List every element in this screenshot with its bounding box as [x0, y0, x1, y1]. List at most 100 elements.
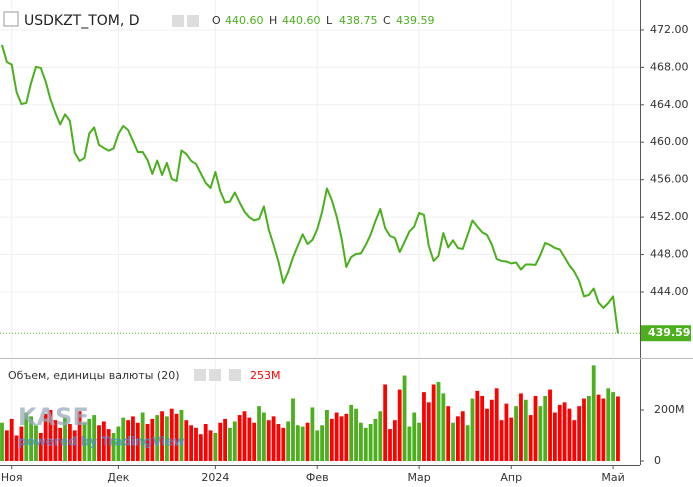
volume-bar: [121, 417, 126, 461]
volume-bar: [543, 395, 548, 461]
volume-bar: [334, 412, 339, 461]
volume-bar: [470, 398, 475, 461]
y-tick-label: 460.00: [650, 135, 689, 148]
volume-bar: [48, 409, 53, 461]
volume-bar: [218, 422, 223, 461]
volume-bar: [329, 418, 334, 461]
volume-bar: [266, 420, 271, 461]
volume-bar: [586, 395, 591, 461]
volume-bar: [523, 399, 528, 461]
volume-bar: [305, 422, 310, 461]
volume-bar: [14, 435, 19, 461]
volume-bar: [68, 424, 72, 461]
volume-bar: [169, 408, 174, 461]
volume-bar: [262, 412, 266, 461]
volume-bar: [223, 418, 227, 461]
volume-bar: [378, 411, 383, 461]
x-tick-label: Май: [601, 471, 624, 484]
volume-bar: [557, 404, 562, 461]
volume-bar: [349, 404, 354, 461]
volume-bar: [29, 416, 33, 461]
volume-bar: [611, 392, 615, 461]
volume-bar: [606, 388, 611, 461]
volume-bar: [489, 399, 494, 461]
volume-bar: [291, 398, 295, 461]
volume-bar: [591, 365, 596, 461]
volume-bar: [354, 408, 358, 461]
volume-bar: [131, 416, 135, 461]
x-tick-label: Апр: [500, 471, 522, 484]
volume-bar: [281, 427, 286, 461]
volume-bar: [208, 430, 213, 461]
eye-icon[interactable]: [194, 369, 206, 381]
x-tick-label: 2024: [201, 471, 229, 484]
volume-bar: [242, 411, 247, 461]
volume-bar: [300, 426, 305, 461]
ohlc-value: 438.75: [339, 14, 378, 27]
volume-bar: [174, 413, 179, 461]
header: USDKZT_TOM, D: [3, 11, 199, 29]
settings-icon[interactable]: [209, 369, 221, 381]
volume-bar: [431, 384, 436, 461]
watermark: KASE powered by TradingView: [18, 403, 185, 449]
volume-bar: [53, 420, 58, 461]
volume-bar: [160, 411, 164, 461]
close-icon[interactable]: [229, 369, 241, 381]
marks: [0, 44, 691, 461]
volume-bar: [392, 420, 397, 461]
volume-bar: [402, 375, 407, 461]
settings-icon[interactable]: [187, 15, 199, 27]
x-tick-label: Ноя: [1, 471, 23, 484]
volume-bar: [368, 424, 373, 461]
y-tick-label: 0: [654, 454, 661, 467]
volume-bar: [198, 434, 203, 461]
y-tick-label: 452.00: [650, 210, 689, 223]
volume-bar: [485, 408, 489, 461]
volume-bar: [9, 418, 14, 461]
volume-bar: [441, 393, 446, 461]
volume-bar: [24, 412, 29, 461]
volume-bar: [504, 403, 509, 461]
volume-bar: [436, 381, 441, 461]
volume-bar: [4, 430, 9, 461]
volume-bar: [562, 402, 567, 461]
symbol-icon[interactable]: [3, 11, 19, 27]
symbol-title: USDKZT_TOM, D: [24, 13, 140, 29]
price-line: [1, 44, 619, 334]
volume-bar: [184, 420, 189, 461]
volume-bar: [34, 425, 38, 461]
volume-value: 253M: [250, 369, 281, 382]
volume-bar: [412, 412, 417, 461]
watermark-text: powered by TradingView: [18, 435, 185, 449]
volume-bar: [567, 408, 572, 461]
volume-bar: [480, 395, 485, 461]
volume-bar: [446, 406, 451, 461]
y-tick-label: 472.00: [650, 23, 689, 36]
eye-icon[interactable]: [172, 15, 184, 27]
volume-bar: [426, 402, 431, 461]
x-tick-label: Мар: [407, 471, 430, 484]
volume-bar: [101, 421, 106, 461]
volume-bar: [0, 422, 4, 461]
volume-bar: [596, 394, 601, 461]
volume-bar: [126, 420, 130, 461]
volume-bar: [106, 429, 111, 461]
y-tick-label: 468.00: [650, 60, 689, 73]
volume-bar: [388, 429, 392, 461]
volume-bar: [465, 425, 470, 461]
volume-bar: [77, 411, 82, 461]
volume-bar: [514, 406, 518, 461]
y-tick-label: 448.00: [650, 248, 689, 261]
volume-bar: [38, 432, 43, 461]
volume-bar: [295, 425, 300, 461]
watermark-logo: KASE: [18, 403, 89, 431]
volume-bar: [601, 398, 606, 461]
volume-bar: [58, 427, 63, 461]
volume-bar: [87, 418, 92, 461]
last-price-box: [641, 325, 691, 342]
volume-bar: [548, 389, 552, 461]
volume-bar: [315, 430, 320, 461]
volume-bar: [572, 420, 577, 461]
